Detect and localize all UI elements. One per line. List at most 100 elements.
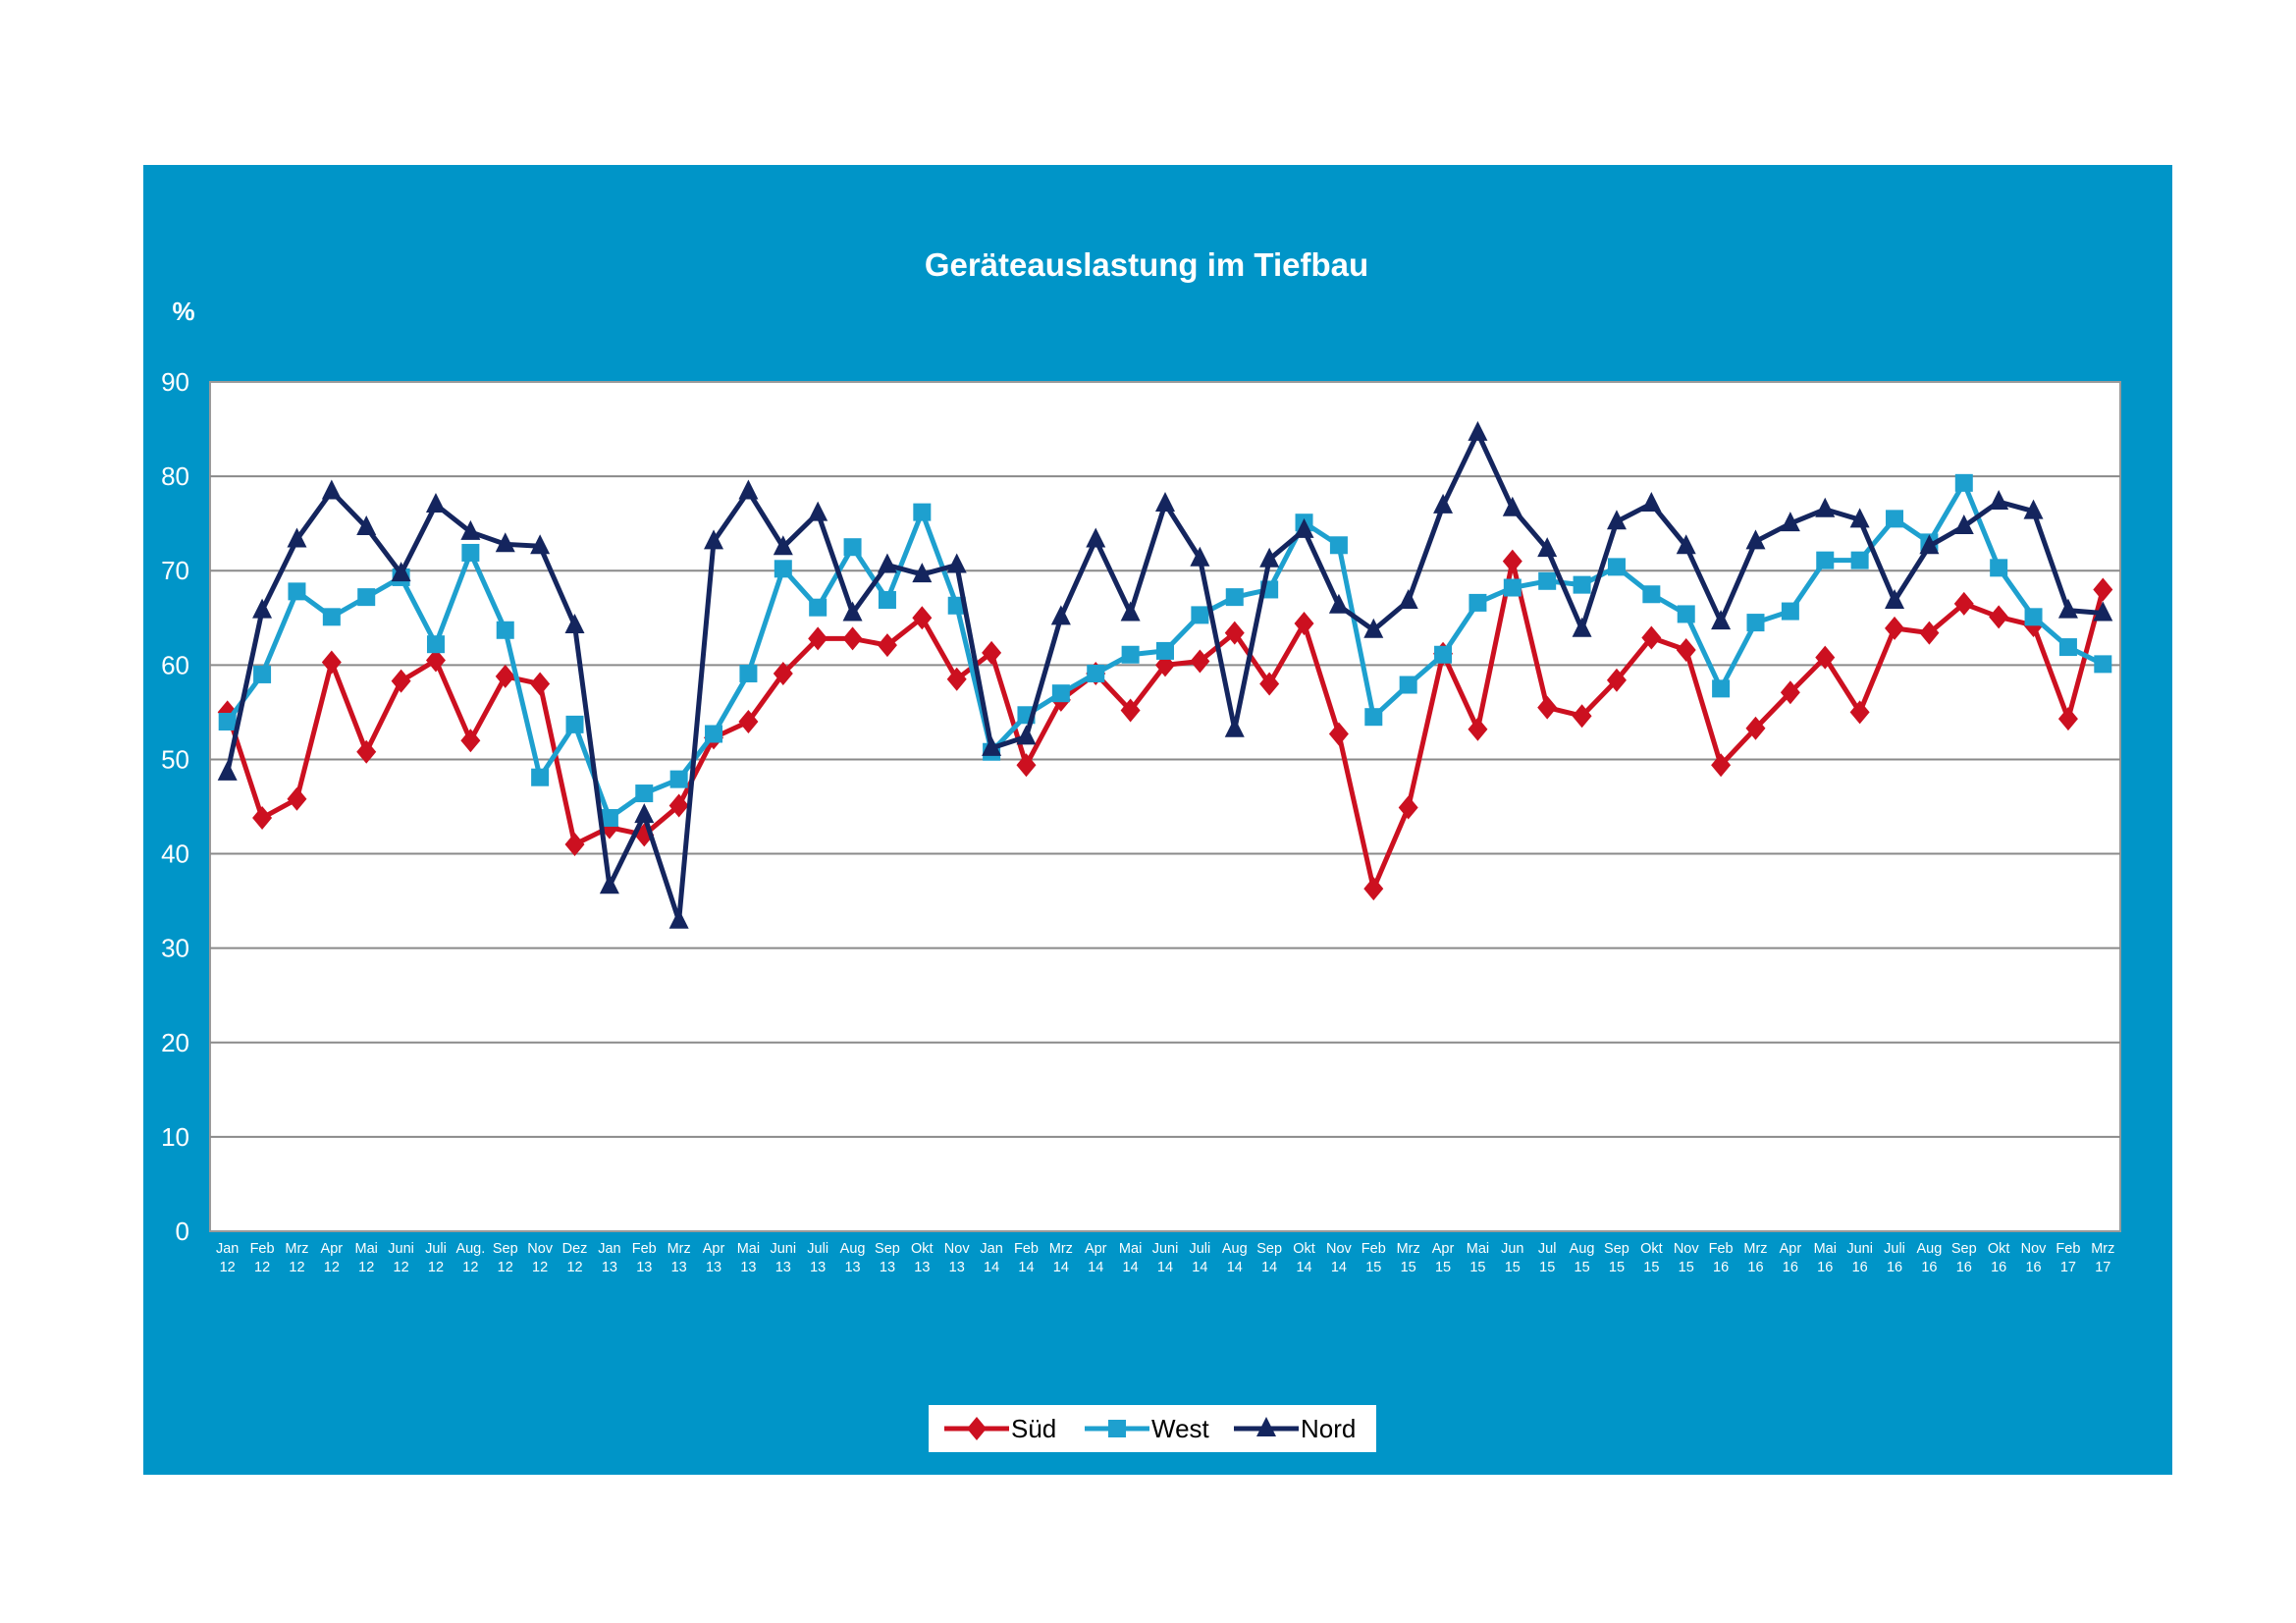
data-point (599, 874, 619, 894)
x-tick-label: 12 (254, 1260, 270, 1275)
x-tick-label: Jan (216, 1241, 239, 1257)
data-point (912, 606, 933, 630)
data-point (391, 562, 411, 582)
y-tick-label: 0 (176, 1217, 189, 1246)
x-tick-label: Okt (1293, 1241, 1315, 1257)
data-point (1849, 508, 1870, 528)
data-point (1573, 575, 1591, 594)
data-point (1780, 512, 1800, 532)
y-tick-label: 80 (161, 461, 189, 491)
x-tick-label: Aug (1222, 1241, 1248, 1257)
x-tick-label: Mrz (2091, 1241, 2114, 1257)
data-point (252, 806, 273, 831)
x-tick-label: 14 (1088, 1260, 1103, 1275)
x-tick-label: 14 (984, 1260, 999, 1275)
x-tick-label: Okt (1988, 1241, 2010, 1257)
data-point (600, 809, 618, 828)
x-tick-label: Apr (703, 1241, 725, 1257)
data-point (1225, 588, 1244, 607)
data-point (843, 538, 862, 557)
x-tick-label: 13 (844, 1260, 860, 1275)
x-tick-label: Aug (840, 1241, 866, 1257)
x-tick-label: 14 (1053, 1260, 1069, 1275)
data-point (530, 672, 551, 696)
series-layer (217, 420, 2113, 929)
x-tick-label: 14 (1227, 1260, 1243, 1275)
data-point (322, 608, 341, 626)
y-tick-label: 20 (161, 1028, 189, 1057)
data-point (1155, 491, 1175, 512)
x-tick-label: 15 (1505, 1260, 1521, 1275)
legend-label: Süd (1011, 1414, 1056, 1443)
data-point (809, 598, 828, 617)
data-point (1050, 605, 1071, 625)
x-tick-label: Nov (944, 1241, 971, 1257)
data-point (1572, 617, 1592, 637)
data-point (425, 492, 446, 513)
x-tick-label: 16 (1887, 1260, 1902, 1275)
data-point (1919, 534, 1940, 555)
x-tick-label: 16 (1956, 1260, 1972, 1275)
data-point (1572, 704, 1592, 729)
data-point (1120, 601, 1141, 622)
x-tick-label: 12 (358, 1260, 374, 1275)
legend: Süd West Nord (929, 1405, 1376, 1452)
y-tick-label: 70 (161, 556, 189, 585)
data-point (1329, 536, 1348, 555)
x-tick-label: Apr (1780, 1241, 1802, 1257)
data-point (1502, 496, 1522, 516)
data-point (1537, 537, 1558, 558)
x-tick-label: Mai (355, 1241, 378, 1257)
data-point (1051, 684, 1070, 703)
legend-item: Nord (1234, 1414, 1356, 1443)
data-point (1156, 641, 1174, 660)
x-tick-label: Mrz (1049, 1241, 1073, 1257)
x-tick-label: Jul (1538, 1241, 1557, 1257)
data-point (1989, 490, 2009, 511)
data-point (1016, 753, 1037, 778)
x-tick-label: Feb (1362, 1241, 1386, 1257)
legend-item: West (1085, 1414, 1210, 1443)
x-tick-label: Aug (1916, 1241, 1942, 1257)
x-tick-label: 14 (1261, 1260, 1277, 1275)
series-west (218, 473, 2112, 828)
x-tick-label: Jun (1501, 1241, 1523, 1257)
x-tick-label: Jan (980, 1241, 1002, 1257)
data-point (704, 529, 724, 550)
x-tick-label: Juni (770, 1241, 796, 1257)
x-tick-label: 13 (636, 1260, 652, 1275)
data-point (1642, 585, 1661, 604)
x-tick-label: Mrz (1397, 1241, 1420, 1257)
data-point (1434, 645, 1453, 664)
x-tick-label: 14 (1192, 1260, 1207, 1275)
x-tick-label: 16 (1713, 1260, 1729, 1275)
data-point (461, 543, 480, 562)
x-tick-label: 12 (566, 1260, 582, 1275)
x-tick-label: Juli (1189, 1241, 1210, 1257)
data-point (705, 725, 723, 743)
data-point (2058, 638, 2077, 657)
x-tick-label: Sep (1256, 1241, 1282, 1257)
data-point (288, 582, 306, 601)
data-point (564, 613, 585, 633)
x-tick-label: 14 (1331, 1260, 1347, 1275)
x-tick-label: 15 (1575, 1260, 1590, 1275)
x-tick-label: Sep (1951, 1241, 1977, 1257)
x-tick-label: Apr (1085, 1241, 1107, 1257)
y-axis-unit-label: % (172, 297, 194, 326)
x-tick-label: 13 (775, 1260, 791, 1275)
data-point (495, 532, 515, 553)
data-point (1989, 605, 2009, 629)
x-tick-label: 13 (949, 1260, 965, 1275)
y-tick-label: 50 (161, 744, 189, 774)
x-tick-label: 17 (2060, 1260, 2076, 1275)
x-tick-label: 12 (289, 1260, 304, 1275)
x-tick-label: 15 (1679, 1260, 1694, 1275)
data-point (946, 553, 967, 573)
x-tick-label: Mai (1467, 1241, 1489, 1257)
data-point (460, 729, 481, 753)
x-tick-label: Feb (2056, 1241, 2080, 1257)
x-tick-label: 12 (394, 1260, 409, 1275)
data-point (1538, 571, 1557, 590)
x-tick-label: Okt (911, 1241, 934, 1257)
